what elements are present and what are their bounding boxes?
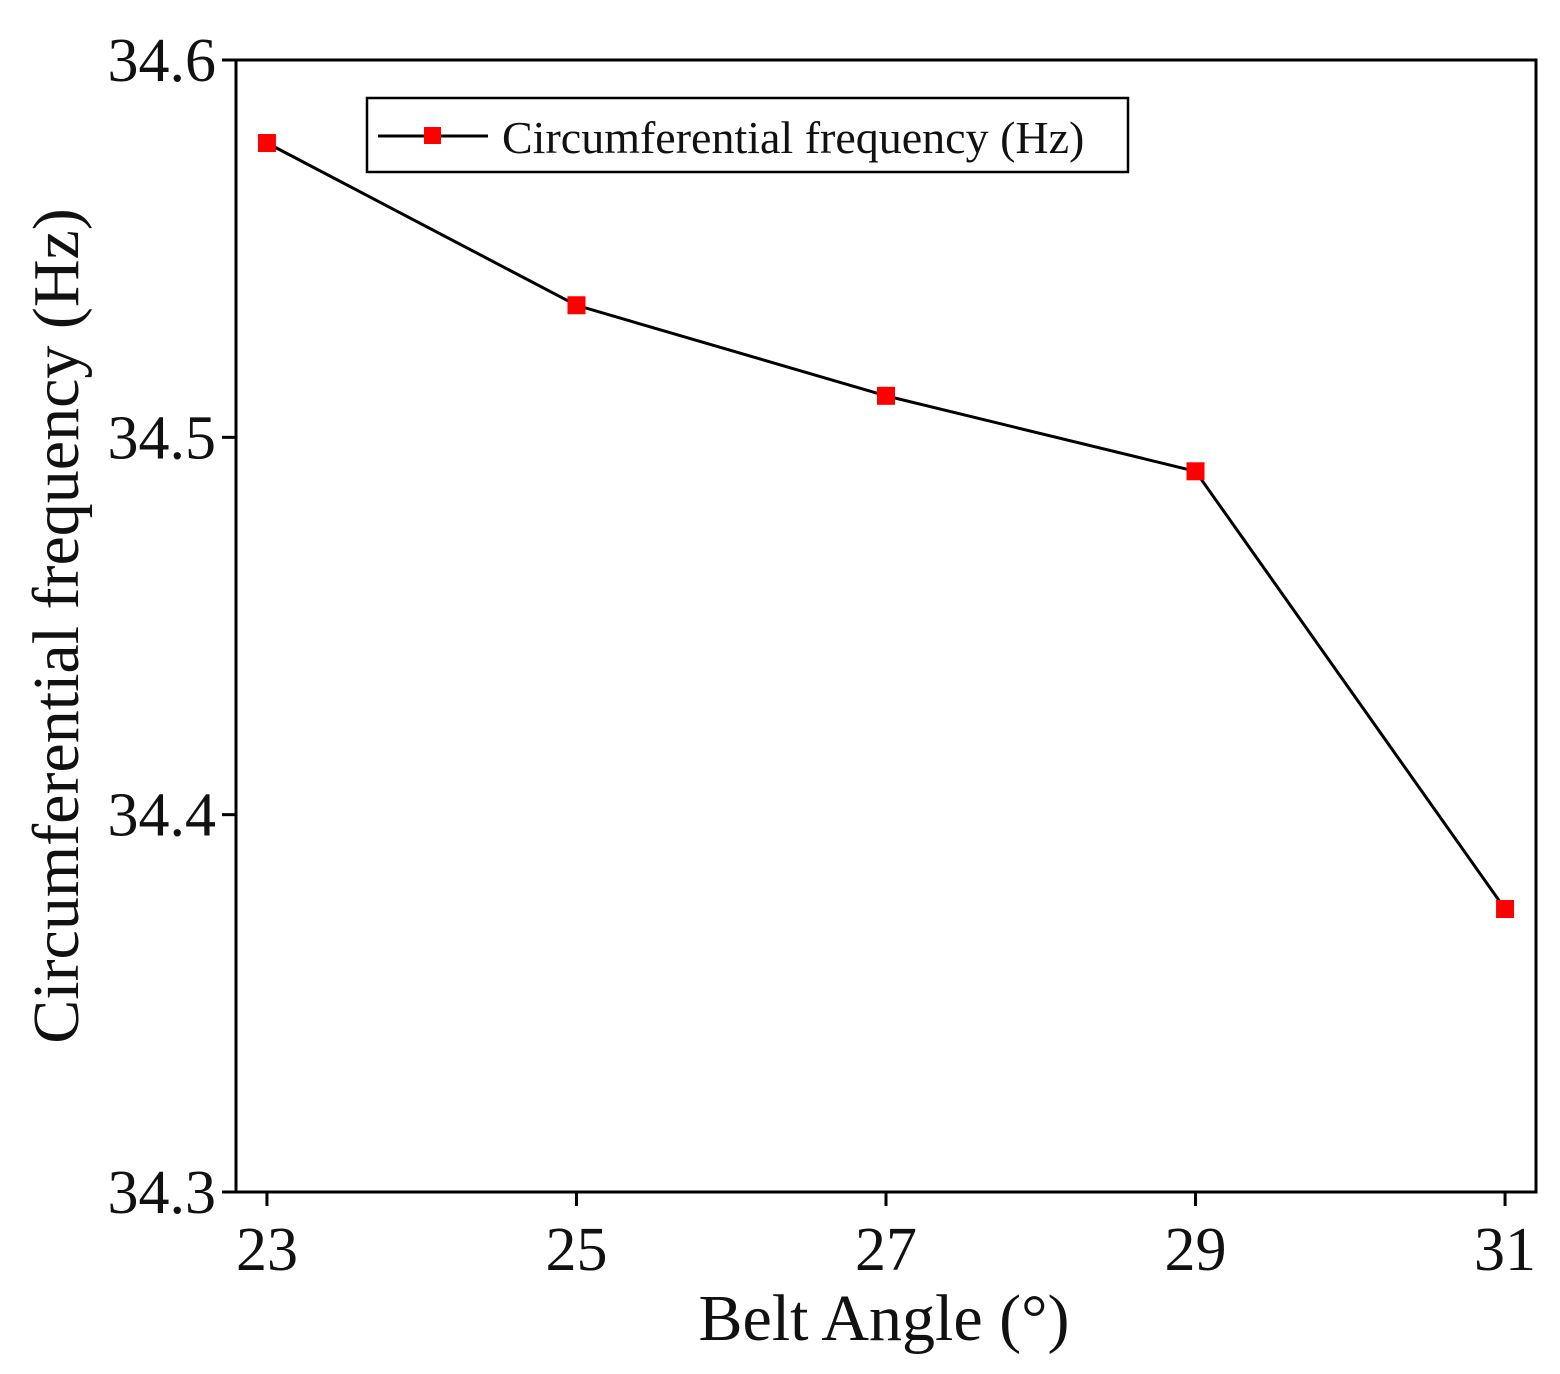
- legend-marker: [424, 127, 441, 144]
- y-tick-label: 34.4: [108, 782, 217, 850]
- x-axis-ticks: 23 25 27 29 31: [236, 1192, 1536, 1284]
- y-axis-title: Circumferential frequency (Hz): [20, 208, 93, 1044]
- x-axis-title: Belt Angle (°): [699, 1282, 1070, 1355]
- data-point: [567, 296, 586, 315]
- x-tick-label: 23: [236, 1216, 298, 1284]
- legend: Circumferential frequency (Hz): [365, 96, 1130, 174]
- data-point: [877, 386, 895, 405]
- x-tick-label: 29: [1165, 1216, 1227, 1284]
- y-axis-ticks: 34.3 34.4 34.5 34.6: [108, 27, 236, 1227]
- legend-box: [365, 96, 1130, 174]
- x-tick-label: 25: [545, 1216, 607, 1284]
- data-point: [1496, 900, 1515, 918]
- data-point: [257, 134, 276, 153]
- y-tick-label: 34.3: [108, 1159, 217, 1227]
- y-tick-label: 34.6: [108, 27, 217, 95]
- x-tick-label: 27: [855, 1216, 917, 1284]
- series-layer: [257, 134, 1515, 918]
- data-point: [1186, 462, 1205, 481]
- y-tick-label: 34.5: [108, 404, 217, 472]
- x-tick-label: 31: [1474, 1216, 1536, 1284]
- legend-label: Circumferential frequency (Hz): [502, 112, 1084, 163]
